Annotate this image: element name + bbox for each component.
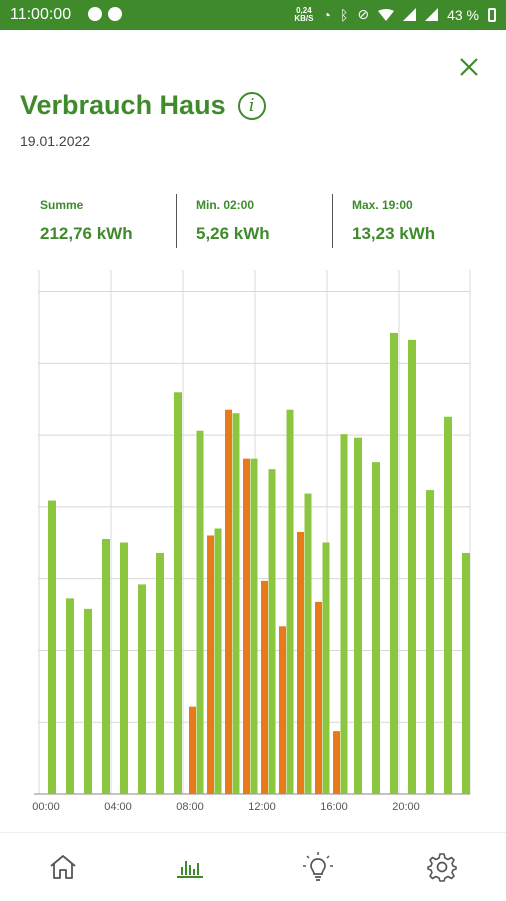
wifi-icon	[378, 8, 395, 21]
network-speed-value: 0,24	[296, 5, 312, 15]
stat-divider	[332, 194, 333, 248]
bar-green	[84, 608, 92, 794]
bar-orange	[225, 409, 232, 794]
consumption-chart[interactable]: 00:00 04:00 08:00 12:00 16:00 20:00	[0, 262, 506, 822]
bluetooth-icon: ᛒ	[339, 6, 349, 23]
close-button[interactable]	[452, 52, 486, 82]
bar-green	[444, 416, 452, 794]
chart-icon	[177, 861, 203, 878]
stat-max-label: Max. 19:00	[352, 198, 413, 212]
bar-orange	[207, 535, 214, 794]
page-title: Verbrauch Haus	[20, 90, 226, 120]
stat-sum: Summe 212,76 kWh	[40, 192, 133, 248]
bar-green	[354, 437, 362, 794]
status-bar: 11:00:00 0,24 KB/S ◔ ᛒ ⊘ 43 %	[0, 0, 506, 30]
signal-icon-1	[403, 8, 417, 21]
bottom-navigation	[0, 832, 506, 901]
bar-green	[66, 598, 74, 794]
bar-orange	[333, 731, 340, 794]
bar-green	[426, 490, 434, 794]
bar-orange	[261, 580, 268, 794]
battery-icon	[488, 7, 496, 22]
page-date: 19.01.2022	[20, 133, 91, 149]
bar-green	[214, 528, 222, 794]
x-tick-label: 12:00	[248, 801, 276, 813]
bar-orange	[279, 626, 286, 794]
nav-home[interactable]	[41, 847, 85, 887]
info-icon[interactable]: i	[237, 91, 266, 120]
bar-green	[250, 458, 258, 794]
lightbulb-icon	[303, 852, 333, 881]
signal-icon-2	[425, 8, 439, 21]
bar-green	[322, 542, 330, 794]
bar-orange	[297, 532, 304, 794]
x-tick-label: 00:00	[32, 801, 60, 813]
close-icon	[460, 58, 478, 76]
consumption-chart-svg: 00:00 04:00 08:00 12:00 16:00 20:00	[32, 270, 471, 813]
nav-settings[interactable]	[420, 847, 464, 887]
status-time: 11:00:00	[10, 6, 72, 23]
status-right-icons: 0,24 KB/S ◔ ᛒ ⊘ 43 %	[294, 6, 496, 23]
app-notification-icon	[108, 7, 122, 21]
bar-green	[102, 538, 110, 794]
battery-text: 43 %	[447, 6, 479, 23]
bar-green	[372, 462, 380, 794]
nav-tips[interactable]	[296, 847, 340, 887]
x-tick-label: 20:00	[392, 801, 420, 813]
stat-min: Min. 02:00 5,26 kWh	[196, 192, 270, 248]
stat-divider	[176, 194, 177, 248]
bar-green	[304, 493, 312, 794]
bar-green	[138, 584, 146, 794]
bar-green	[174, 392, 182, 794]
x-tick-label: 16:00	[320, 801, 348, 813]
stats-summary: Summe 212,76 kWh Min. 02:00 5,26 kWh Max…	[0, 192, 506, 248]
stat-min-value: 5,26 kWh	[196, 224, 270, 243]
network-speed: 0,24 KB/S	[294, 5, 314, 23]
stat-sum-value: 212,76 kWh	[40, 224, 133, 243]
status-left-icons	[88, 7, 122, 21]
gear-icon	[427, 853, 457, 882]
home-icon	[50, 855, 76, 879]
bar-orange	[243, 458, 250, 794]
bar-green	[232, 413, 240, 794]
bar-green	[156, 552, 164, 794]
stat-max: Max. 19:00 13,23 kWh	[352, 192, 435, 248]
network-speed-unit: KB/S	[294, 13, 314, 23]
bar-green	[120, 542, 128, 794]
stat-min-label: Min. 02:00	[196, 198, 255, 212]
bar-green	[340, 434, 348, 794]
x-tick-label: 04:00	[104, 801, 132, 813]
bar-green	[268, 469, 276, 794]
data-saver-icon: ◔	[322, 6, 331, 23]
x-tick-label: 08:00	[176, 801, 204, 813]
bar-green	[390, 332, 398, 794]
stat-sum-label: Summe	[40, 198, 84, 212]
spotify-icon	[88, 7, 102, 21]
title-row: Verbrauch Haus i	[20, 90, 266, 121]
nav-chart[interactable]	[168, 847, 212, 887]
bar-green	[48, 500, 56, 794]
bar-orange	[189, 706, 196, 794]
bar-green	[408, 339, 416, 794]
bar-green	[196, 430, 204, 794]
mute-icon: ⊘	[357, 6, 370, 22]
bar-green	[286, 409, 294, 794]
bar-green	[462, 552, 470, 794]
bar-orange	[315, 601, 322, 794]
stat-max-value: 13,23 kWh	[352, 224, 436, 243]
